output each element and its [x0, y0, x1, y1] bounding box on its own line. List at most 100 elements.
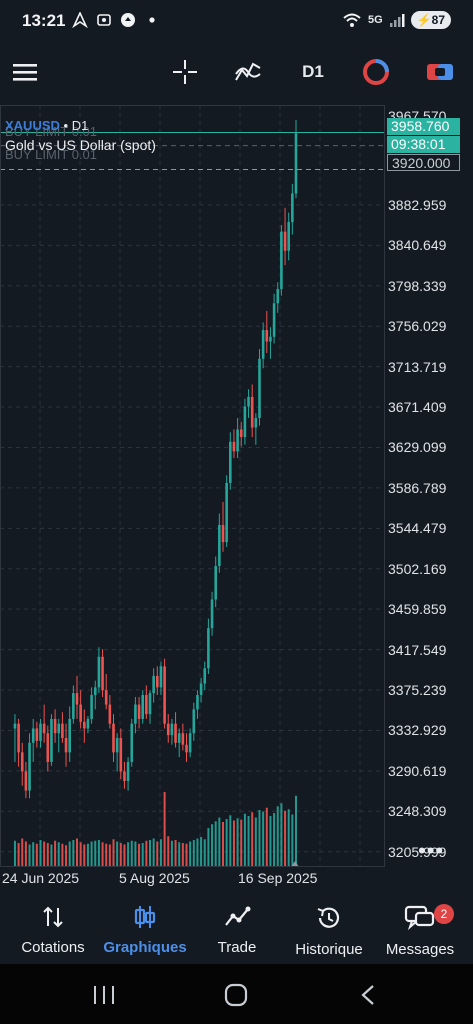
volume-bar — [258, 810, 261, 867]
battery-level: 87 — [431, 13, 445, 27]
trading-signals-button[interactable] — [362, 58, 390, 86]
volume-bar — [119, 843, 122, 867]
recents-icon[interactable] — [92, 984, 116, 1006]
nav-label: Historique — [295, 941, 363, 958]
volume-bar — [13, 840, 16, 867]
candle-body — [156, 675, 159, 688]
candle-body — [221, 524, 225, 543]
volume-bar — [35, 843, 38, 867]
candle-body — [250, 396, 254, 428]
status-time: 13:21 — [22, 11, 66, 30]
candle-body — [272, 303, 276, 337]
candle-body — [181, 733, 185, 745]
signal-icon — [389, 14, 405, 27]
crosshair-button[interactable] — [171, 58, 199, 86]
app-circle-icon — [121, 13, 135, 27]
nav-historique[interactable]: Historique — [288, 904, 370, 958]
candle-body — [141, 695, 144, 719]
nav-trade[interactable]: Trade — [205, 904, 269, 956]
volume-bar — [170, 840, 173, 867]
candle-body — [39, 723, 42, 741]
candle-body — [90, 695, 93, 719]
price-chart[interactable] — [0, 105, 385, 867]
hamburger-icon — [13, 64, 37, 81]
candle-body — [159, 666, 163, 688]
volume-bar — [86, 843, 89, 867]
symbol-separator: • — [59, 118, 72, 133]
volume-bar — [141, 843, 144, 867]
candle-body — [35, 728, 39, 741]
volume-bar — [68, 841, 71, 867]
volume-bar — [269, 816, 272, 867]
volume-bar — [112, 839, 115, 867]
volume-bar — [232, 820, 235, 867]
nav-label: Trade — [217, 939, 257, 956]
candle-body — [188, 733, 192, 753]
indicators-button[interactable] — [234, 58, 262, 86]
volume-bar — [295, 795, 297, 867]
nav-cotations[interactable]: Cotations — [14, 904, 92, 956]
volume-bar — [39, 840, 42, 867]
candle-body — [236, 429, 239, 452]
candle-body — [229, 441, 232, 483]
buy-limit-order-label-2: BUY LIMIT 0.01 — [5, 147, 98, 162]
messages-icon — [404, 905, 435, 931]
candle-body — [134, 704, 137, 724]
nav-messages[interactable]: 2 Messages — [380, 904, 460, 958]
volume-bar — [72, 840, 75, 867]
price-tick-label: 3586.789 — [388, 479, 447, 496]
symbol-label[interactable]: XAUUSD • D1 — [5, 118, 88, 133]
volume-bar — [189, 841, 192, 867]
back-icon[interactable] — [358, 984, 378, 1006]
volume-bar — [123, 844, 126, 867]
candle-body — [145, 695, 148, 715]
status-left-icons — [72, 12, 160, 28]
volume-bar — [46, 843, 49, 867]
nav-graphiques[interactable]: Graphiques — [100, 904, 190, 956]
price-tick-label: 3248.309 — [388, 803, 447, 820]
candle-body — [57, 723, 61, 734]
candle-body — [28, 742, 31, 791]
volume-bar — [138, 843, 141, 867]
volume-bar — [214, 821, 217, 867]
candle-body — [86, 718, 90, 729]
candle-body — [280, 231, 283, 289]
volume-bar — [57, 842, 60, 867]
candle-body — [261, 330, 265, 359]
timeframe-button[interactable]: D1 — [302, 62, 324, 81]
new-order-button[interactable] — [426, 58, 454, 86]
candle-body — [203, 668, 207, 684]
candle-body — [50, 718, 53, 762]
volume-bar — [116, 841, 119, 867]
candle-body — [123, 771, 126, 782]
volume-bar — [28, 844, 31, 867]
indicators-icon — [235, 62, 261, 81]
volume-bar — [240, 819, 243, 867]
volume-bar — [185, 843, 188, 867]
more-options-icon[interactable]: ••• — [418, 838, 445, 863]
battery-indicator: ⚡87 — [410, 11, 451, 29]
candle-body — [75, 693, 79, 705]
home-icon[interactable] — [224, 983, 248, 1007]
volume-bar — [163, 792, 166, 867]
volume-bar — [203, 839, 206, 867]
candle-countdown-tag: 09:38:01 — [387, 136, 460, 153]
candle-body — [31, 728, 35, 743]
candle-body — [214, 566, 217, 600]
price-axis[interactable]: 3967.570 3882.959 3840.649 3798.339 3756.02… — [385, 105, 473, 867]
volume-bar — [243, 813, 246, 867]
volume-bar — [236, 818, 239, 867]
time-label: 5 Aug 2025 — [119, 870, 190, 886]
volume-bar — [101, 842, 104, 867]
volume-bar — [50, 844, 53, 867]
nav-label: Cotations — [21, 939, 85, 956]
new-order-icon — [427, 64, 453, 80]
menu-button[interactable] — [11, 58, 39, 86]
symbol-name: XAUUSD — [5, 118, 60, 133]
candle-body — [101, 656, 104, 691]
candle-body — [218, 524, 221, 567]
candle-body — [148, 693, 152, 715]
volume-bar — [262, 811, 265, 867]
history-icon — [317, 907, 340, 928]
period-marker — [291, 861, 299, 867]
